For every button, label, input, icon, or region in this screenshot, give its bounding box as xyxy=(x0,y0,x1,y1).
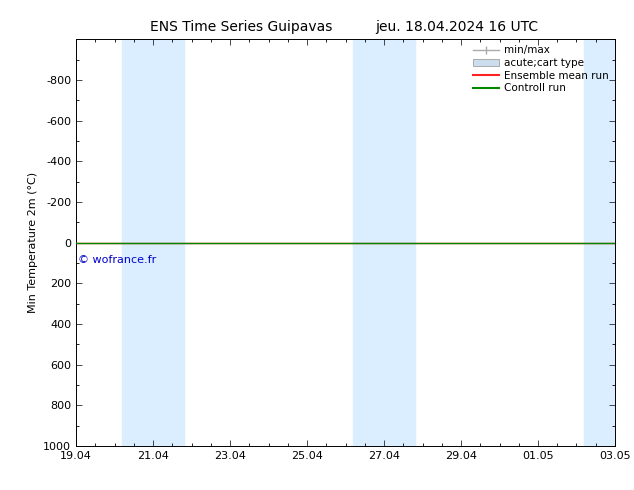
Text: © wofrance.fr: © wofrance.fr xyxy=(78,255,156,265)
Legend: min/max, acute;cart type, Ensemble mean run, Controll run: min/max, acute;cart type, Ensemble mean … xyxy=(470,42,612,97)
Text: jeu. 18.04.2024 16 UTC: jeu. 18.04.2024 16 UTC xyxy=(375,20,538,34)
Y-axis label: Min Temperature 2m (°C): Min Temperature 2m (°C) xyxy=(28,172,37,313)
Bar xyxy=(122,39,184,446)
Bar xyxy=(584,39,615,446)
Text: ENS Time Series Guipavas: ENS Time Series Guipavas xyxy=(150,20,332,34)
Bar xyxy=(353,39,415,446)
